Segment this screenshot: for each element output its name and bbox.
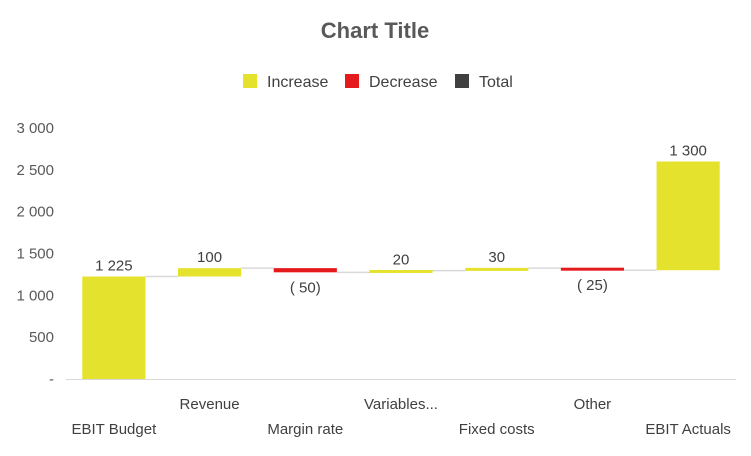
chart-title: Chart Title (321, 18, 429, 43)
data-label: ( 25) (577, 277, 608, 294)
bar-decrease (560, 267, 625, 271)
data-label: 1 300 (669, 142, 707, 159)
bar-increase (465, 267, 529, 271)
x-axis: EBIT Budget Revenue Margin rate Variables..… (66, 379, 736, 438)
y-tick-label: 1 000 (16, 287, 54, 304)
chart-legend: Increase Decrease Total (243, 74, 513, 91)
legend-label-total: Total (479, 74, 513, 91)
bar-decrease (273, 268, 337, 273)
connector-lines (145, 267, 657, 278)
y-tick-label: - (49, 371, 54, 388)
legend-label-increase: Increase (267, 74, 328, 91)
legend-swatch-decrease (345, 74, 359, 88)
legend-swatch-increase (243, 74, 257, 88)
x-category-label: Fixed costs (459, 421, 535, 438)
y-tick-label: 2 500 (16, 162, 54, 179)
legend-label-decrease: Decrease (369, 74, 438, 91)
bars (82, 161, 720, 379)
data-label: 100 (197, 249, 222, 266)
x-category-label: Variables... (364, 396, 438, 413)
y-tick-label: 1 500 (16, 246, 54, 263)
data-label: ( 50) (290, 279, 321, 296)
x-category-label: Other (574, 396, 612, 413)
y-tick-label: 500 (29, 329, 54, 346)
data-label: 30 (488, 249, 505, 266)
bar-increase (369, 269, 433, 273)
bar-increase (656, 161, 720, 271)
x-category-label: EBIT Budget (71, 421, 157, 438)
x-category-label: Margin rate (267, 421, 343, 438)
x-category-label: EBIT Actuals (645, 421, 731, 438)
bar-increase (177, 268, 242, 277)
x-category-label: Revenue (180, 396, 240, 413)
data-label: 1 225 (95, 258, 133, 275)
data-label: 20 (393, 252, 410, 269)
y-tick-label: 3 000 (16, 120, 54, 137)
y-tick-label: 2 000 (16, 204, 54, 221)
data-labels: 1 225 100 ( 50) 20 30 ( 25) 1 300 (95, 142, 707, 296)
legend-swatch-total (455, 74, 469, 88)
bar-increase (82, 276, 146, 379)
y-axis: - 500 1 000 1 500 2 000 2 500 3 000 (16, 120, 54, 388)
